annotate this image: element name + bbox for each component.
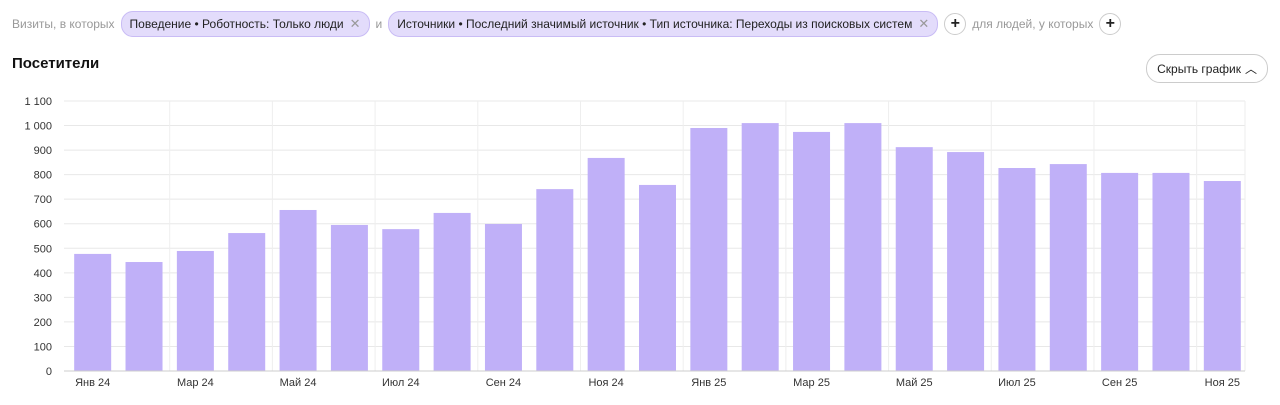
- y-tick-label: 100: [34, 341, 52, 353]
- bar[interactable]: [793, 131, 831, 371]
- x-tick-label: Май 24: [280, 377, 317, 389]
- y-tick-label: 700: [34, 194, 52, 206]
- y-tick-label: 500: [34, 243, 52, 255]
- bar[interactable]: [639, 184, 676, 371]
- bar[interactable]: [587, 157, 625, 371]
- bar[interactable]: [176, 250, 214, 371]
- add-filter-button[interactable]: +: [944, 13, 967, 35]
- filter-bar: Визиты, в которых Поведение • Роботность…: [12, 11, 1122, 37]
- and-label: и: [375, 17, 383, 31]
- x-tick-label: Ноя 24: [588, 377, 623, 389]
- bar[interactable]: [1101, 172, 1139, 371]
- filter-prefix: Визиты, в которых: [12, 17, 115, 31]
- people-label: для людей, у которых: [972, 17, 1094, 31]
- x-tick-label: Сен 24: [486, 377, 521, 389]
- y-tick-label: 400: [34, 268, 52, 280]
- bar[interactable]: [484, 223, 522, 371]
- x-tick-label: Июл 24: [382, 377, 420, 389]
- x-tick-label: Янв 24: [75, 377, 110, 389]
- page-title: Посетители: [12, 55, 100, 72]
- bar[interactable]: [690, 128, 728, 371]
- x-tick-label: Июл 25: [998, 377, 1036, 389]
- bar[interactable]: [741, 123, 779, 371]
- filter-chip-source[interactable]: Источники • Последний значимый источник …: [388, 11, 939, 37]
- bar[interactable]: [998, 168, 1036, 371]
- bar[interactable]: [895, 147, 933, 371]
- y-tick-label: 900: [34, 145, 52, 157]
- chip-label: Источники • Последний значимый источник …: [397, 17, 913, 31]
- close-icon[interactable]: ✕: [349, 16, 361, 31]
- bar[interactable]: [382, 229, 420, 371]
- bar[interactable]: [433, 212, 471, 371]
- close-icon[interactable]: ✕: [918, 16, 930, 31]
- y-tick-label: 200: [34, 317, 52, 329]
- bar[interactable]: [228, 233, 266, 371]
- chevron-up-icon: ︿: [1244, 62, 1257, 76]
- add-people-filter-button[interactable]: +: [1099, 13, 1122, 35]
- x-tick-label: Сен 25: [1102, 377, 1137, 389]
- bar[interactable]: [74, 253, 112, 371]
- y-tick-label: 300: [34, 292, 52, 304]
- y-tick-label: 1 100: [24, 96, 52, 108]
- bar[interactable]: [1152, 172, 1190, 371]
- y-tick-label: 600: [34, 219, 52, 231]
- bar[interactable]: [1203, 181, 1241, 371]
- hide-chart-button[interactable]: Скрыть график ︿: [1146, 54, 1268, 83]
- bar[interactable]: [279, 209, 317, 371]
- chip-label: Поведение • Роботность: Только люди: [129, 17, 344, 31]
- hide-chart-label: Скрыть график: [1157, 61, 1241, 76]
- x-tick-label: Мар 24: [177, 377, 214, 389]
- bar[interactable]: [330, 224, 368, 371]
- bar[interactable]: [844, 123, 882, 371]
- x-tick-label: Мар 25: [793, 377, 830, 389]
- bar[interactable]: [947, 152, 985, 371]
- x-tick-label: Ноя 25: [1205, 377, 1240, 389]
- bar[interactable]: [125, 262, 163, 371]
- bar[interactable]: [536, 189, 574, 371]
- y-tick-label: 0: [46, 366, 52, 378]
- y-tick-label: 1 000: [24, 121, 52, 133]
- x-tick-label: Янв 25: [691, 377, 726, 389]
- bar[interactable]: [1049, 164, 1087, 371]
- filter-chip-robotness[interactable]: Поведение • Роботность: Только люди ✕: [120, 11, 370, 37]
- x-tick-label: Май 25: [896, 377, 933, 389]
- y-tick-label: 800: [34, 170, 52, 182]
